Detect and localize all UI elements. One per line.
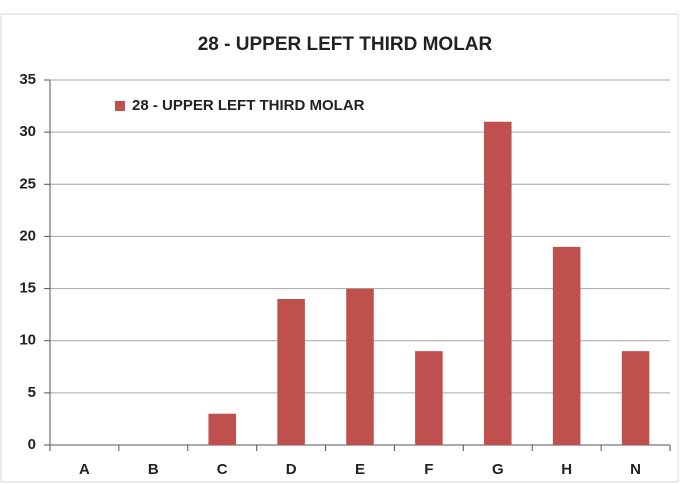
y-tick-label: 15 <box>19 280 36 297</box>
x-tick-label: F <box>424 461 433 478</box>
y-tick-label: 20 <box>19 227 36 244</box>
y-tick-label: 10 <box>19 332 36 349</box>
bar <box>208 413 236 445</box>
x-tick-label: D <box>286 461 297 478</box>
x-tick-label: H <box>561 461 572 478</box>
y-tick-label: 30 <box>19 123 36 140</box>
x-tick-label: C <box>217 461 228 478</box>
y-tick-label: 0 <box>28 436 36 453</box>
bar <box>277 299 305 445</box>
bar <box>484 121 512 445</box>
x-tick-label: E <box>355 461 365 478</box>
y-tick-label: 25 <box>19 175 36 192</box>
chart-title: 28 - UPPER LEFT THIRD MOLAR <box>198 34 493 55</box>
bar <box>346 288 374 445</box>
y-tick-label: 5 <box>28 384 36 401</box>
bar <box>552 246 581 445</box>
bar <box>621 351 650 445</box>
x-tick-label: A <box>79 461 90 478</box>
legend-label: 28 - UPPER LEFT THIRD MOLAR <box>132 97 365 114</box>
x-tick-label: G <box>492 461 504 478</box>
legend-swatch <box>115 101 125 111</box>
x-tick-label: B <box>148 461 159 478</box>
bar <box>415 351 443 445</box>
x-tick-label: N <box>630 461 641 478</box>
y-tick-label: 35 <box>19 71 36 88</box>
